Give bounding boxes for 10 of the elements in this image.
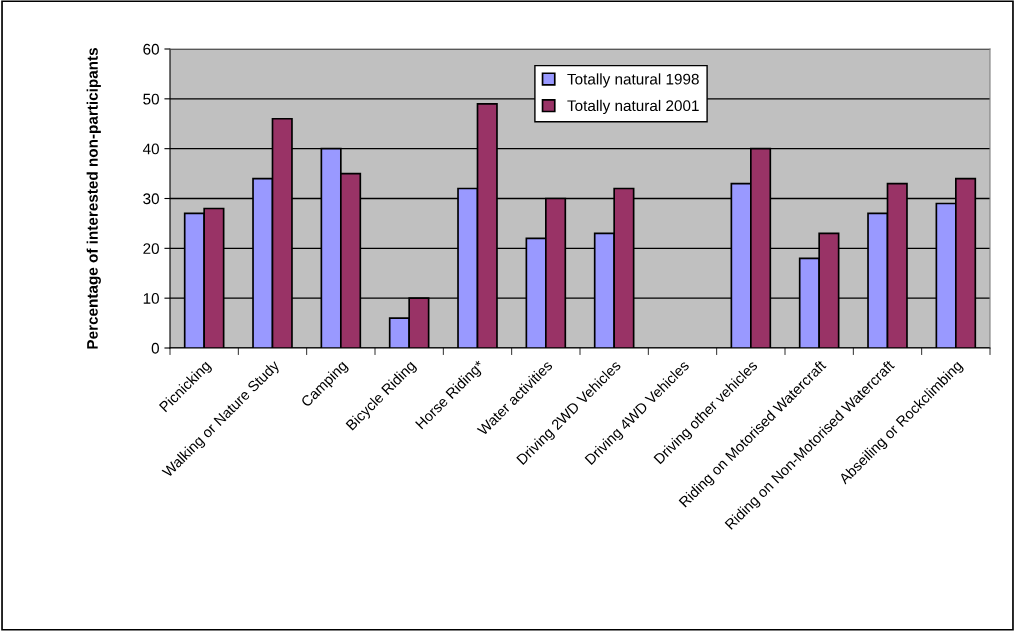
legend-label: Totally natural 1998	[567, 73, 699, 88]
y-tick-label: 0	[151, 342, 159, 354]
y-tick-label: 10	[143, 293, 159, 304]
y-tick-label: 40	[142, 143, 159, 155]
y-tick-label: 20	[143, 243, 159, 255]
y-tick-label: 50	[143, 93, 159, 105]
legend-label: Totally natural 2001	[567, 99, 699, 115]
y-tick-label: 30	[143, 193, 159, 205]
y-axis-title: Percentage of interested non-participants	[86, 48, 101, 349]
y-tick-label: 60	[143, 43, 159, 55]
